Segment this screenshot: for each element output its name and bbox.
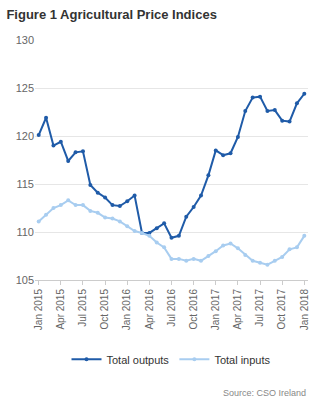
svg-text:Jul 2016: Jul 2016 [166, 289, 177, 327]
svg-text:Jan 2017: Jan 2017 [210, 289, 221, 331]
svg-text:Jan 2018: Jan 2018 [299, 289, 310, 331]
svg-text:Jan 2015: Jan 2015 [33, 289, 44, 331]
svg-text:Jul 2017: Jul 2017 [254, 289, 265, 327]
svg-text:130: 130 [16, 34, 34, 46]
svg-text:Apr 2016: Apr 2016 [144, 289, 155, 330]
svg-text:115: 115 [16, 178, 34, 190]
svg-text:Oct 2016: Oct 2016 [188, 289, 199, 330]
svg-text:Jul 2015: Jul 2015 [77, 289, 88, 327]
svg-text:120: 120 [16, 130, 34, 142]
svg-text:125: 125 [16, 82, 34, 94]
svg-text:Apr 2017: Apr 2017 [232, 289, 243, 330]
svg-text:105: 105 [16, 274, 34, 286]
svg-text:Total inputs: Total inputs [214, 354, 270, 366]
svg-text:Apr 2015: Apr 2015 [55, 289, 66, 330]
svg-text:Jan 2016: Jan 2016 [121, 289, 132, 331]
svg-text:Total outputs: Total outputs [107, 354, 170, 366]
svg-text:Figure 1 Agricultural Price In: Figure 1 Agricultural Price Indices [6, 7, 216, 22]
svg-text:110: 110 [16, 226, 34, 238]
svg-text:Oct 2015: Oct 2015 [99, 289, 110, 330]
svg-text:Oct 2017: Oct 2017 [276, 289, 287, 330]
svg-text:Source: CSO Ireland: Source: CSO Ireland [223, 388, 306, 398]
